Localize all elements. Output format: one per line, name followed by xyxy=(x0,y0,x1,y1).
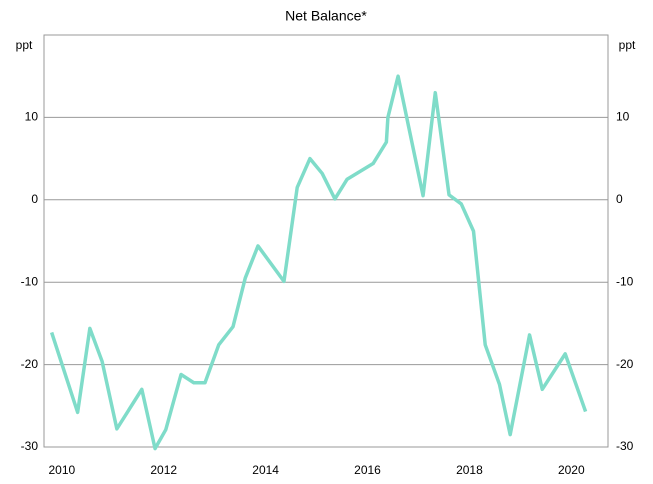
y2-tick-label: -20 xyxy=(616,357,634,371)
y-tick-label: -30 xyxy=(21,439,39,453)
x-tick-label: 2014 xyxy=(252,463,279,477)
x-tick-label: 2016 xyxy=(354,463,381,477)
y-tick-label: -10 xyxy=(21,274,39,288)
x-tick-label: 2010 xyxy=(48,463,75,477)
x-tick-label: 2020 xyxy=(558,463,585,477)
y2-tick-label: 10 xyxy=(616,110,630,124)
x-tick-label: 2012 xyxy=(150,463,177,477)
y2-axis-label: ppt xyxy=(619,38,636,52)
chart-title: Net Balance* xyxy=(285,8,367,24)
y2-tick-label: -10 xyxy=(616,274,634,288)
y2-tick-label: 0 xyxy=(616,192,623,206)
y-tick-label: 0 xyxy=(31,192,38,206)
x-tick-label: 2018 xyxy=(456,463,483,477)
y2-tick-label: -30 xyxy=(616,439,634,453)
y-tick-label: -20 xyxy=(21,357,39,371)
y-tick-label: 10 xyxy=(25,110,39,124)
line-series xyxy=(49,74,588,451)
y-axis-label: ppt xyxy=(16,38,33,52)
plot-border xyxy=(43,34,609,448)
